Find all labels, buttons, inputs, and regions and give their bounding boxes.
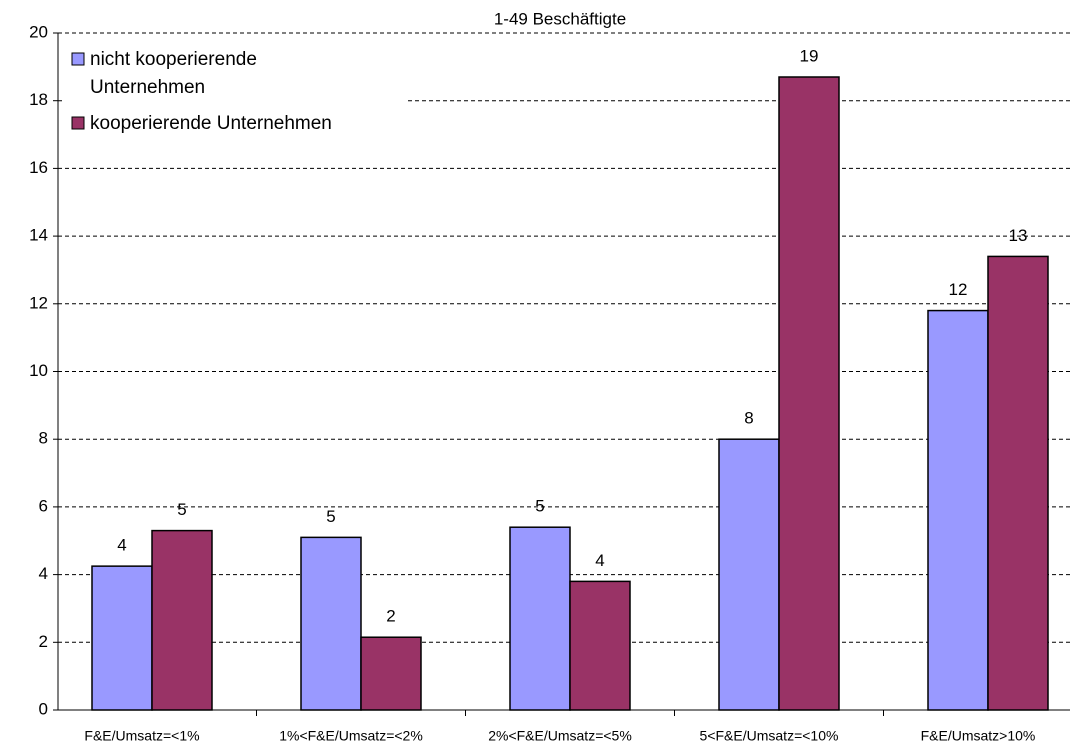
value-label: 5 xyxy=(326,507,335,526)
bar xyxy=(569,580,631,711)
y-tick-label: 14 xyxy=(29,226,48,245)
x-tick-label: 5<F&E/Umsatz=<10% xyxy=(700,728,839,744)
bar xyxy=(91,565,153,711)
legend-label: nicht kooperierende Unternehmen xyxy=(90,49,257,98)
value-label: 2 xyxy=(386,607,395,626)
y-tick-label: 10 xyxy=(29,361,48,380)
y-tick-label: 12 xyxy=(29,293,48,312)
bar xyxy=(718,438,780,711)
legend-swatch xyxy=(71,52,85,66)
y-tick-label: 0 xyxy=(39,699,48,718)
bar xyxy=(927,309,989,711)
legend-label: kooperierende Unternehmen xyxy=(90,113,332,134)
value-label: 8 xyxy=(744,409,753,428)
x-tick-label: F&E/Umsatz=<1% xyxy=(84,728,199,744)
legend-swatch xyxy=(71,116,85,130)
bar xyxy=(360,636,422,711)
y-tick-label: 2 xyxy=(39,632,48,651)
y-tick-label: 16 xyxy=(29,158,48,177)
bar xyxy=(151,529,213,711)
value-label: 19 xyxy=(800,46,819,65)
bar xyxy=(987,255,1049,711)
legend: nicht kooperierende Unternehmen kooperiere… xyxy=(62,42,407,152)
y-tick-label: 18 xyxy=(29,90,48,109)
legend-line: nicht kooperierende xyxy=(90,49,257,70)
y-tick-label: 8 xyxy=(39,429,48,448)
bar xyxy=(509,526,571,711)
bar xyxy=(300,536,362,711)
value-label: 13 xyxy=(1009,226,1028,245)
y-tick-label: 20 xyxy=(29,22,48,41)
x-tick-label: F&E/Umsatz>10% xyxy=(921,728,1036,744)
x-tick-label: 1%<F&E/Umsatz=<2% xyxy=(279,728,423,744)
value-label: 4 xyxy=(595,551,604,570)
value-label: 4 xyxy=(117,536,126,555)
x-tick-label: 2%<F&E/Umsatz=<5% xyxy=(488,728,632,744)
legend-line: Unternehmen xyxy=(90,77,205,98)
legend-box xyxy=(62,42,407,152)
y-tick-label: 4 xyxy=(39,564,48,583)
value-label: 5 xyxy=(177,500,186,519)
chart-title: 1-49 Beschäftigte xyxy=(494,9,626,28)
y-tick-label: 6 xyxy=(39,496,48,515)
bar xyxy=(778,76,840,711)
value-label: 5 xyxy=(535,497,544,516)
value-label: 12 xyxy=(949,280,968,299)
